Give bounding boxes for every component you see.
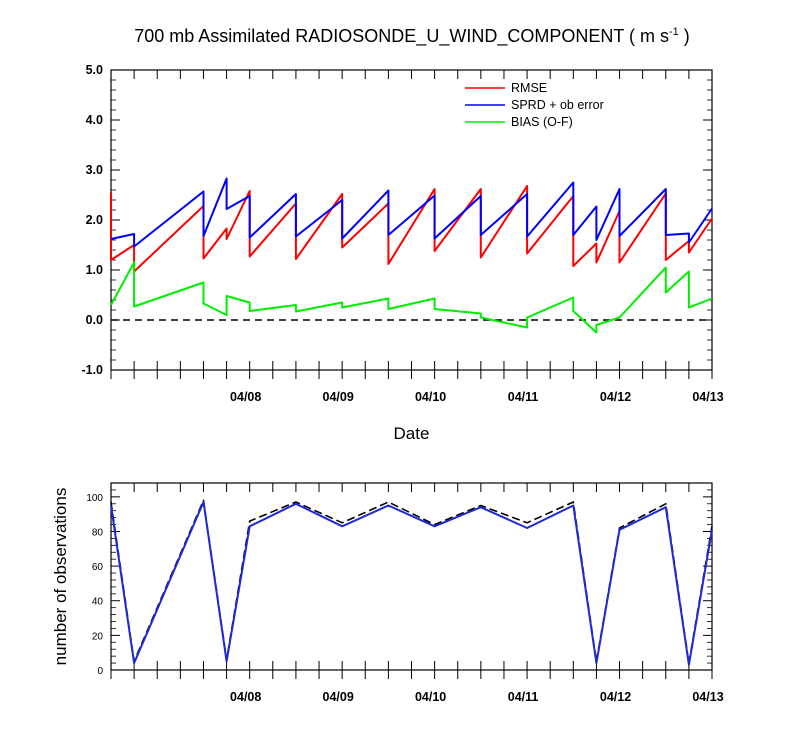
top-ytick-label: 5.0 [86, 63, 103, 77]
bottom-ytick-label: 100 [86, 493, 103, 504]
legend-label-sprd: SPRD + ob error [511, 98, 604, 112]
legend-label-rmse: RMSE [511, 81, 547, 95]
figure: 700 mb Assimilated RADIOSONDE_U_WIND_COM… [0, 0, 800, 750]
top-x-axis-title: Date [394, 424, 430, 443]
top-xtick-label: 04/13 [692, 390, 723, 404]
bottom-xtick-label: 04/13 [692, 690, 723, 704]
bottom-ytick-label: 80 [92, 527, 104, 538]
top-series-rmse [111, 186, 712, 272]
top-series-sprd [111, 179, 712, 247]
bottom-plot-frame [111, 483, 712, 670]
chart-title-main: 700 mb Assimilated RADIOSONDE_U_WIND_COM… [134, 26, 669, 47]
bottom-ytick-label: 40 [92, 597, 104, 608]
chart-title-close: ) [679, 26, 690, 46]
bottom-xtick-label: 04/10 [415, 690, 446, 704]
legend-label-bias: BIAS (O-F) [511, 115, 573, 129]
chart-title-exponent: -1 [669, 26, 679, 38]
chart-title: 700 mb Assimilated RADIOSONDE_U_WIND_COM… [134, 26, 690, 47]
top-ytick-label: 1.0 [86, 263, 103, 277]
bottom-y-axis-title: number of observations [51, 488, 70, 666]
top-xtick-label: 04/12 [600, 390, 631, 404]
top-ytick-label: 3.0 [86, 163, 103, 177]
bottom-ytick-label: 20 [92, 631, 104, 642]
top-panel: -1.0 0.0 1.0 2.0 3.0 4.0 5.0 04/08 04/09 04/10 04/… [81, 63, 723, 443]
bottom-xtick-label: 04/12 [600, 690, 631, 704]
top-series-bias [111, 263, 712, 333]
top-ytick-label: 0.0 [86, 313, 103, 327]
bottom-ytick-label: 0 [97, 666, 103, 677]
top-ytick-label: 2.0 [86, 213, 103, 227]
top-xtick-label: 04/08 [230, 390, 261, 404]
top-xtick-label: 04/09 [323, 390, 354, 404]
bottom-xtick-label: 04/08 [230, 690, 261, 704]
top-plot-frame [111, 70, 712, 370]
top-xtick-label: 04/10 [415, 390, 446, 404]
bottom-ytick-label: 60 [92, 562, 104, 573]
bottom-series-obs-possible [111, 500, 712, 663]
bottom-xtick-label: 04/11 [508, 690, 539, 704]
top-xtick-label: 04/11 [508, 390, 539, 404]
bottom-xtick-label: 04/09 [323, 690, 354, 704]
top-ytick-label: 4.0 [86, 113, 103, 127]
top-ytick-label: -1.0 [81, 363, 103, 377]
bottom-panel: 0 20 40 60 80 100 04/08 04/09 04/10 04/11 04/12 04/… [51, 483, 724, 704]
